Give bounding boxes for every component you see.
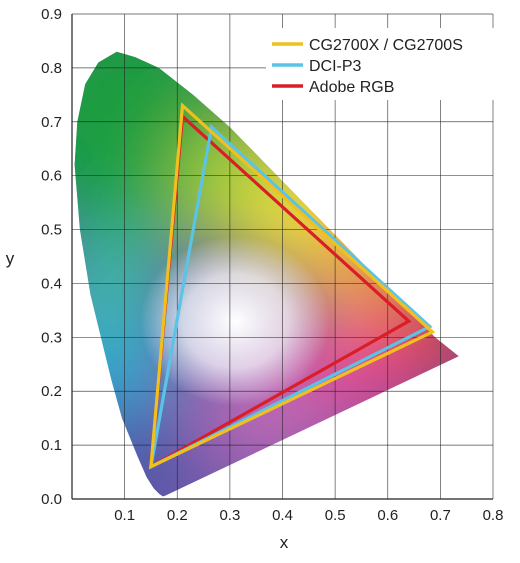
legend-label: DCI-P3 [309, 58, 362, 75]
y-tick-label: 0.2 [41, 383, 62, 400]
y-tick-label: 0.6 [41, 168, 62, 185]
legend-label: CG2700X / CG2700S [309, 37, 463, 54]
y-tick-label: 0.7 [41, 114, 62, 131]
y-tick-label: 0.1 [41, 437, 62, 454]
x-tick-label: 0.3 [219, 507, 240, 524]
x-tick-label: 0.2 [167, 507, 188, 524]
x-tick-label: 0.6 [377, 507, 398, 524]
legend-label: Adobe RGB [309, 79, 394, 96]
axes-layer [71, 14, 493, 500]
gamut-triangle-cg2700x-cg2700s [149, 102, 436, 470]
y-tick-label: 0.3 [41, 329, 62, 346]
x-tick-label: 0.4 [272, 507, 293, 524]
y-tick-label: 0.0 [41, 491, 62, 508]
gamut-triangle-dci-p3 [148, 124, 433, 470]
gamut-series-layer [148, 102, 436, 470]
y-tick-label: 0.5 [41, 222, 62, 239]
y-tick-label: 0.4 [41, 275, 62, 292]
x-tick-label: 0.7 [430, 507, 451, 524]
x-axis-label: x [280, 533, 289, 552]
x-tick-label: 0.8 [483, 507, 504, 524]
y-tick-label: 0.9 [41, 6, 62, 23]
x-tick-label: 0.1 [114, 507, 135, 524]
legend-background [266, 28, 504, 100]
legend: CG2700X / CG2700S DCI-P3 Adobe RGB [266, 28, 504, 100]
x-tick-label: 0.5 [325, 507, 346, 524]
tick-labels-layer: 0.1 0.2 0.3 0.4 0.5 0.6 0.7 0.8 0.0 0.1 0.2 0.3 0.4 0… [41, 6, 503, 524]
y-tick-label: 0.8 [41, 60, 62, 77]
y-axis-label: y [6, 249, 15, 268]
